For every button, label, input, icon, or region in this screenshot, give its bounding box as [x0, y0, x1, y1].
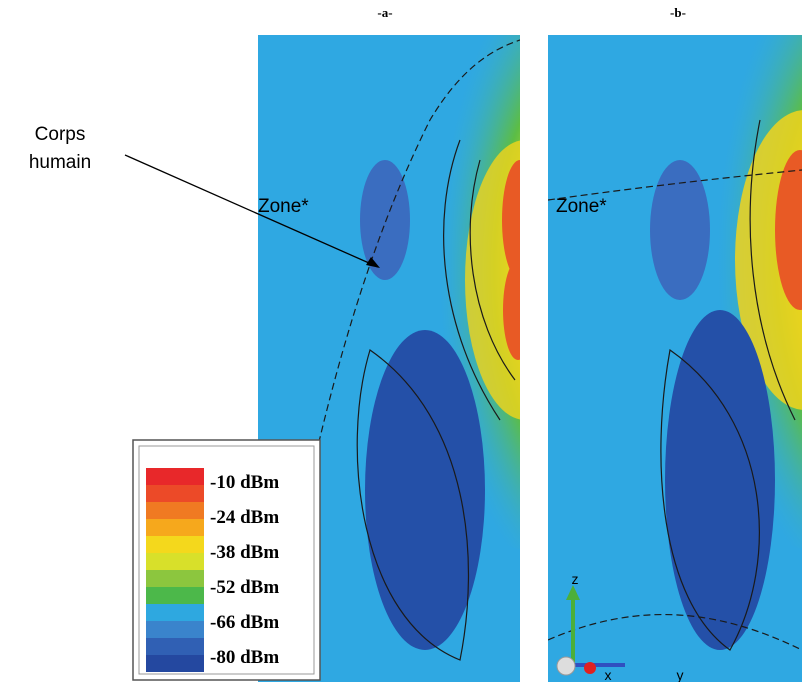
zone-label: Zone*: [556, 196, 607, 217]
axes-triad: [556, 585, 625, 676]
arrow-head: [366, 257, 380, 268]
panel-label: -b-: [670, 5, 686, 20]
legend-label: -24 dBm: [210, 507, 279, 528]
field-map-b: [548, 35, 802, 682]
annotation-line: Corps: [35, 124, 86, 145]
axis-label: y: [677, 667, 684, 682]
legend-label: -52 dBm: [210, 577, 279, 598]
zone-label: Zone*: [258, 196, 309, 217]
legend-label: -80 dBm: [210, 647, 279, 668]
legend: [132, 439, 321, 681]
field-map-a: [258, 35, 520, 682]
panel-label: -a-: [377, 5, 392, 20]
axis-label: z: [572, 571, 579, 587]
axis-label: x: [605, 667, 612, 682]
legend-label: -38 dBm: [210, 542, 279, 563]
legend-label: -66 dBm: [210, 612, 279, 633]
legend-label: -10 dBm: [210, 472, 279, 493]
annotation-arrow: [124, 154, 379, 268]
annotation-line: humain: [29, 152, 91, 173]
